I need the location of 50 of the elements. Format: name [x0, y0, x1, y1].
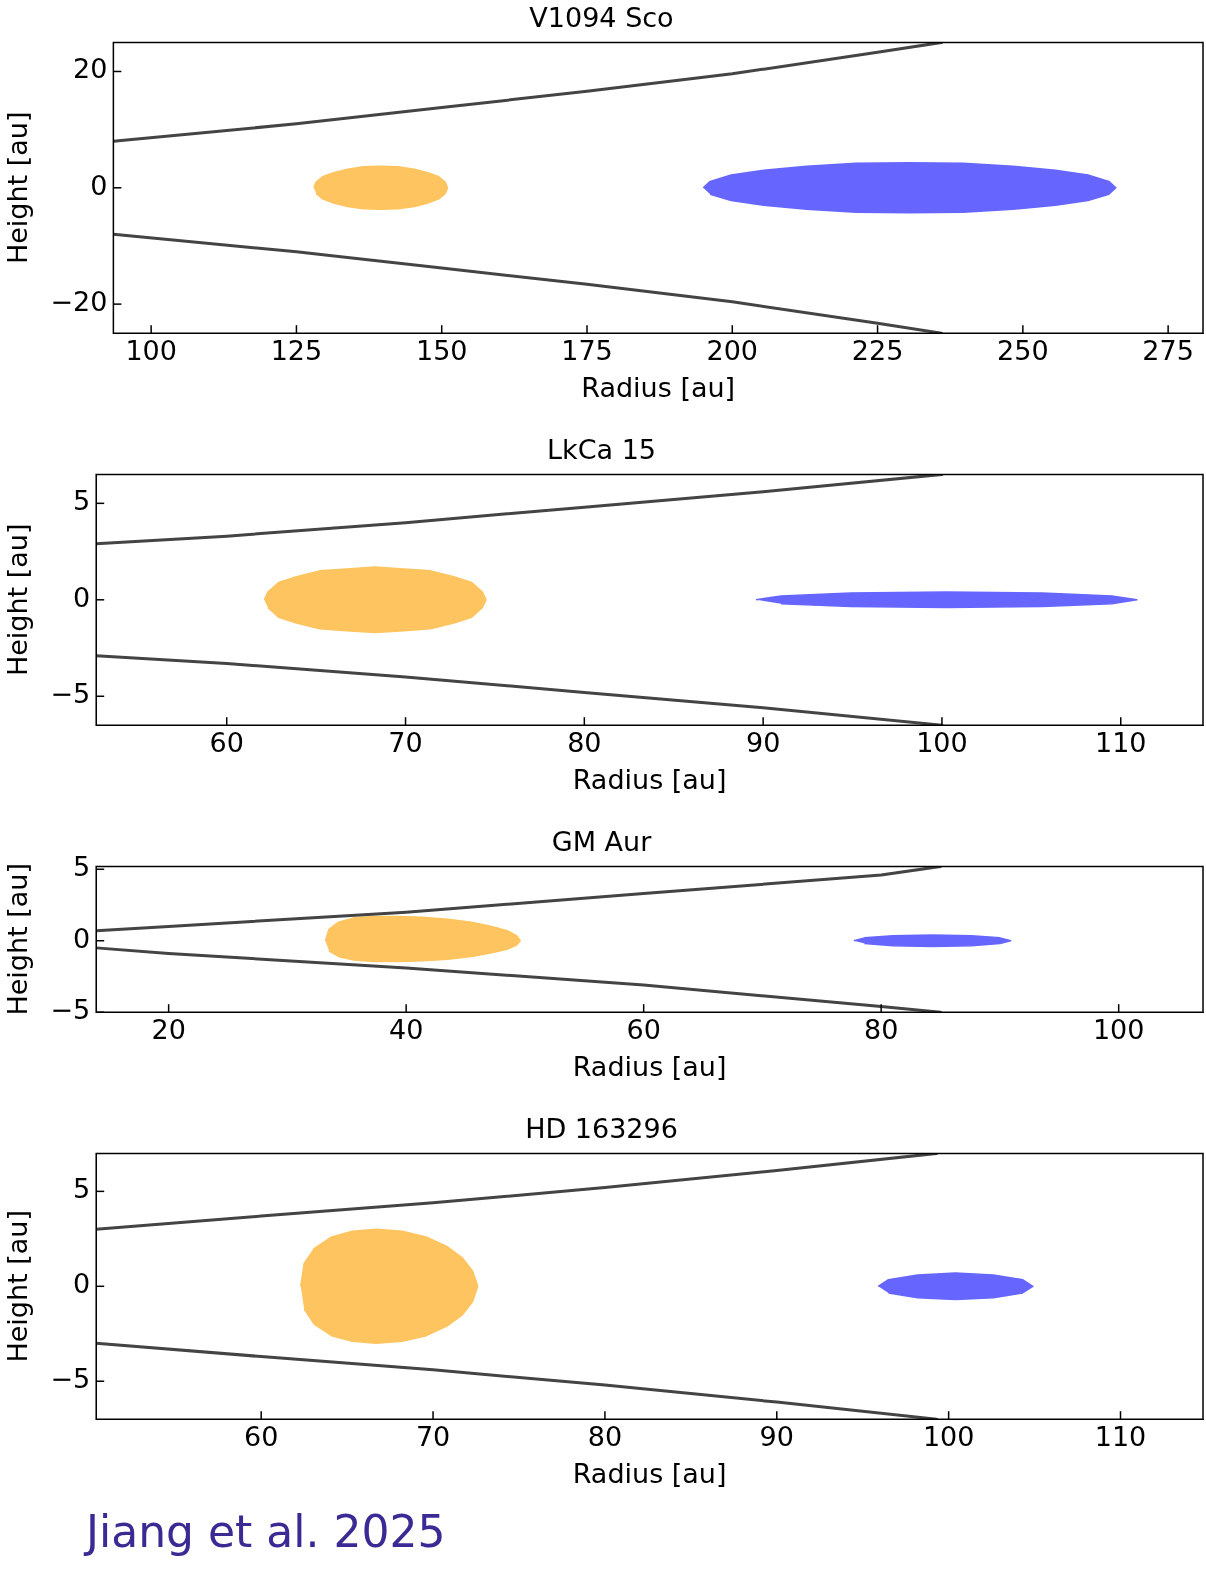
- y-tick-label: 20: [73, 53, 108, 85]
- x-tick-label: 250: [997, 335, 1049, 367]
- y-tick-label: 0: [73, 581, 91, 613]
- x-tick-label: 175: [561, 335, 613, 367]
- x-tick-label: 80: [587, 1421, 623, 1453]
- x-tick-label: 70: [415, 1421, 451, 1453]
- chart-title: V1094 Sco: [529, 2, 674, 34]
- y-tick-label: 0: [73, 922, 91, 954]
- x-tick-label: 100: [916, 727, 968, 759]
- x-axis-title: Radius [au]: [572, 1457, 727, 1489]
- y-tick-label: 5: [73, 485, 91, 517]
- x-tick-label: 90: [759, 1421, 794, 1453]
- x-tick-label: 20: [151, 1014, 186, 1046]
- x-tick-label: 90: [745, 727, 781, 759]
- x-tick-label: 150: [415, 335, 468, 367]
- x-tick-label: 100: [125, 335, 177, 367]
- y-axis-title: Height [au]: [2, 111, 34, 265]
- x-tick-label: 110: [1094, 1421, 1147, 1453]
- x-axis-title: Radius [au]: [572, 1050, 727, 1082]
- x-tick-label: 60: [244, 1421, 279, 1453]
- x-tick-label: 60: [626, 1014, 661, 1046]
- y-tick-label: 0: [90, 169, 108, 201]
- x-tick-label: 100: [922, 1421, 975, 1453]
- x-tick-label: 80: [567, 727, 602, 759]
- chart-title: GM Aur: [551, 826, 653, 858]
- x-tick-label: 80: [863, 1014, 899, 1046]
- y-tick-label: −5: [50, 994, 91, 1026]
- chart-title: LkCa 15: [546, 434, 657, 466]
- y-axis-title: Height [au]: [2, 1210, 34, 1363]
- x-tick-label: 110: [1094, 727, 1147, 759]
- x-tick-label: 60: [209, 727, 244, 759]
- y-tick-label: 5: [73, 1173, 91, 1205]
- x-tick-label: 225: [851, 335, 904, 367]
- y-axis-title: Height [au]: [2, 523, 34, 677]
- y-tick-label: −5: [50, 1363, 91, 1395]
- text: Jiang et al. 2025: [82, 1506, 447, 1557]
- x-axis-title: Radius [au]: [572, 763, 727, 795]
- x-tick-label: 70: [388, 727, 423, 759]
- x-tick-label: 200: [706, 335, 759, 367]
- chart-title: HD 163296: [525, 1113, 678, 1145]
- x-tick-label: 100: [1092, 1014, 1145, 1046]
- y-tick-label: −20: [50, 286, 108, 318]
- y-tick-label: 0: [73, 1268, 91, 1300]
- x-tick-label: 125: [270, 335, 323, 367]
- y-tick-label: 5: [73, 851, 91, 883]
- x-tick-label: 275: [1142, 335, 1194, 367]
- x-tick-label: 40: [388, 1014, 424, 1046]
- y-axis-title: Height [au]: [2, 863, 34, 1016]
- x-axis-title: Radius [au]: [581, 371, 736, 403]
- y-tick-label: −5: [50, 678, 91, 710]
